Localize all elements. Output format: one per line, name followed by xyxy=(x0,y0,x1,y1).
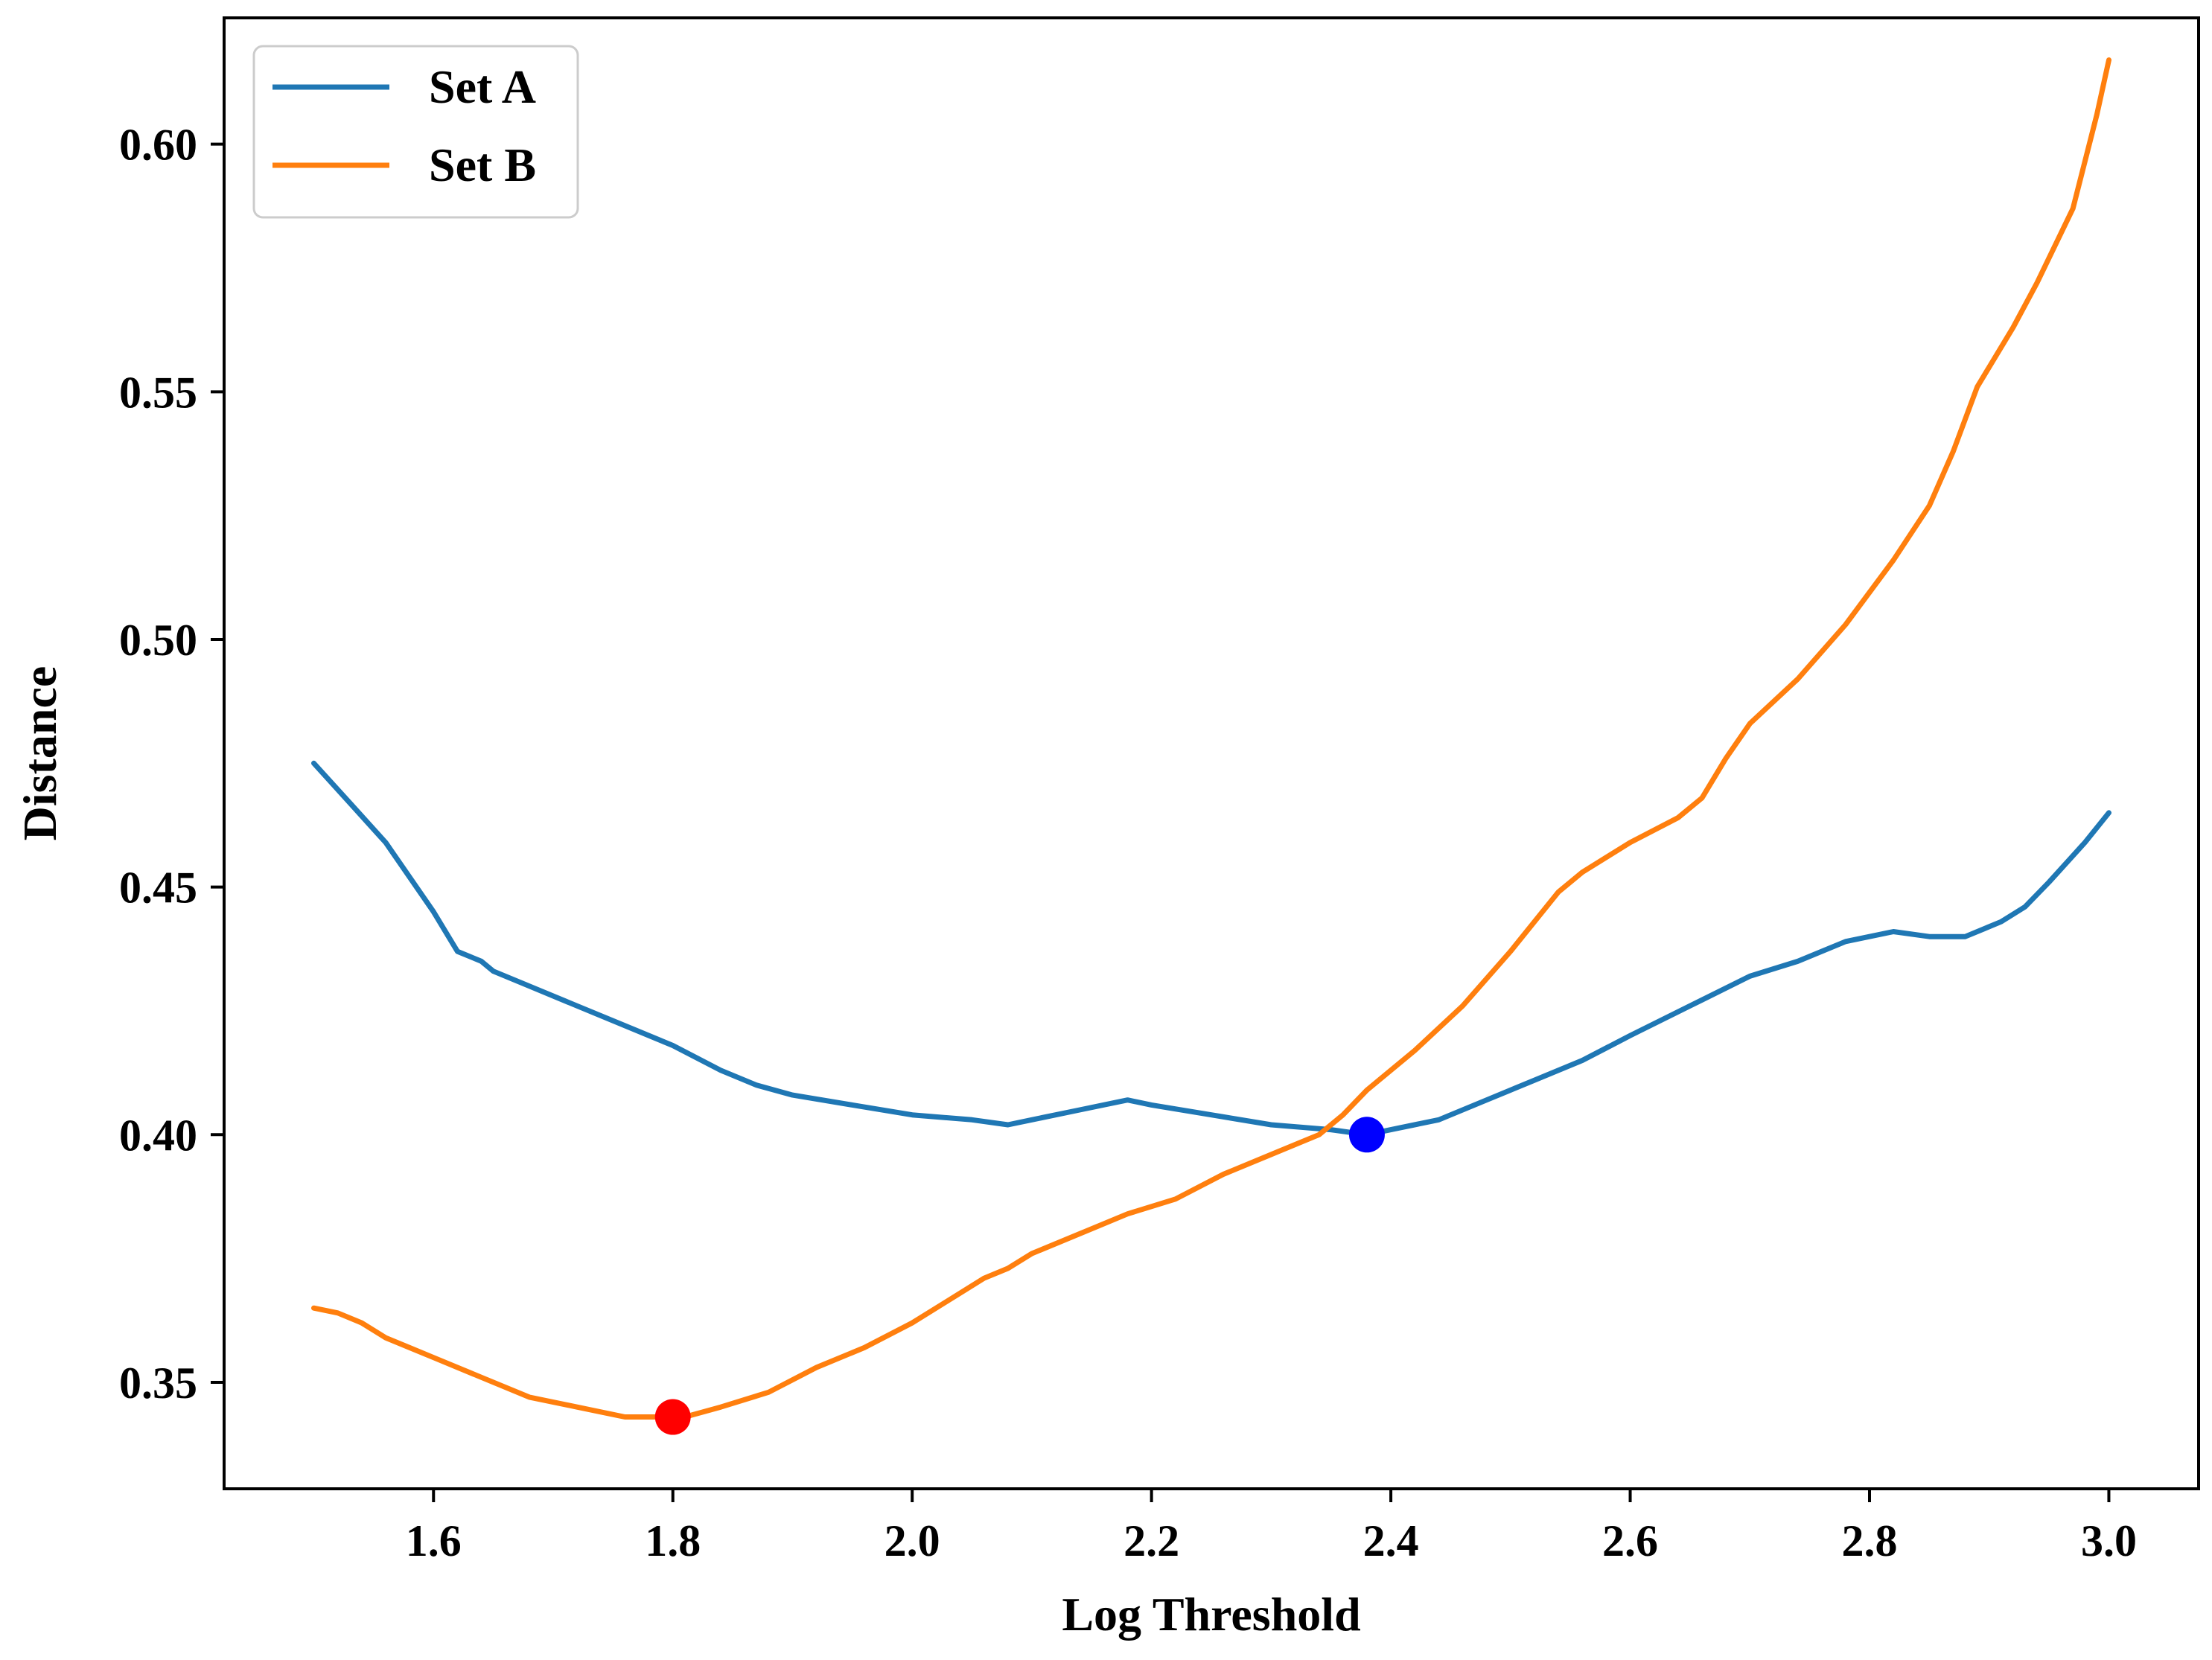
legend-label-set-a: Set A xyxy=(429,60,536,113)
axis-ticks: 1.6 1.8 2.0 2.2 2.4 2.6 2.8 3.0 0.35 0.40 0.45 0.50… xyxy=(119,121,2137,1565)
y-axis-label: Distance xyxy=(13,666,66,841)
series-line-set-a xyxy=(311,760,2111,1137)
plot-area xyxy=(311,57,2111,1435)
y-tick-label: 0.50 xyxy=(119,616,197,665)
legend-label-set-b: Set B xyxy=(429,138,536,191)
axes-frame xyxy=(223,16,2200,1490)
marker-set-b-minimum xyxy=(654,1399,691,1435)
y-tick-label: 0.40 xyxy=(119,1111,197,1160)
legend: Set A Set B xyxy=(252,45,579,219)
y-tick-label: 0.35 xyxy=(119,1359,197,1408)
x-tick-label: 2.2 xyxy=(1123,1516,1179,1565)
x-tick-label: 2.6 xyxy=(1602,1516,1658,1565)
x-tick-label: 2.4 xyxy=(1363,1516,1419,1565)
y-tick-label: 0.60 xyxy=(119,121,197,170)
x-tick-label: 1.6 xyxy=(406,1516,462,1565)
x-tick-label: 3.0 xyxy=(2081,1516,2137,1565)
x-tick-label: 2.0 xyxy=(885,1516,940,1565)
x-axis-label: Log Threshold xyxy=(1062,1588,1360,1641)
marker-set-a-minimum xyxy=(1348,1117,1385,1153)
y-tick-label: 0.45 xyxy=(119,863,197,913)
x-tick-label: 1.8 xyxy=(645,1516,701,1565)
y-tick-label: 0.55 xyxy=(119,368,197,417)
series-line-set-b xyxy=(311,57,2111,1420)
x-tick-label: 2.8 xyxy=(1842,1516,1898,1565)
